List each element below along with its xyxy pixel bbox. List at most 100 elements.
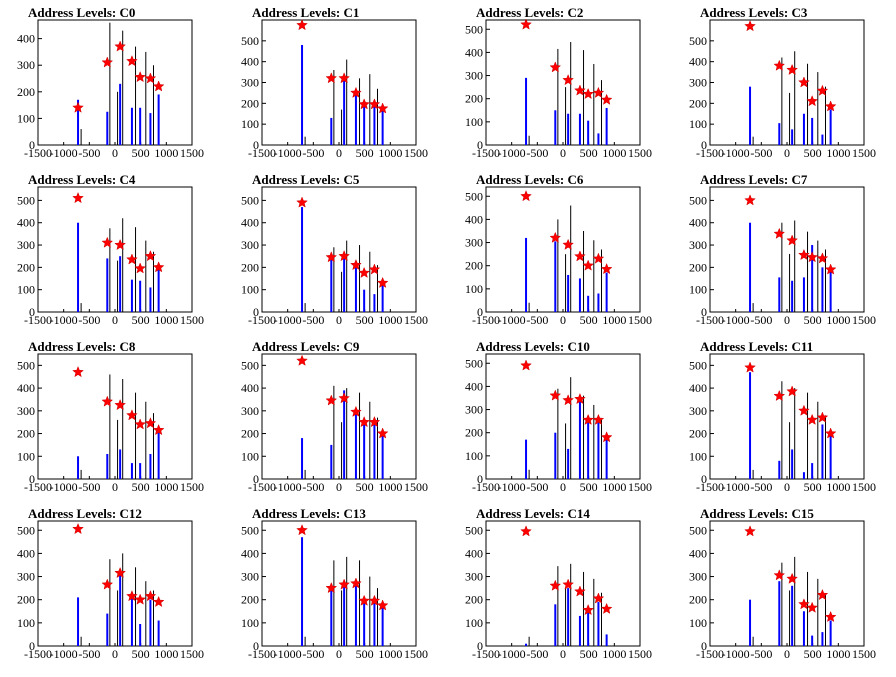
star-marker xyxy=(592,86,605,98)
star-marker xyxy=(376,276,389,288)
x-tick-label: 0 xyxy=(784,647,790,661)
blue-bar xyxy=(525,643,528,646)
y-tick-label: 0 xyxy=(701,639,707,653)
blue-bar xyxy=(605,107,608,145)
y-tick-label: 0 xyxy=(29,138,35,152)
x-tick-label: -1500 xyxy=(24,480,52,494)
x-tick-label: 0 xyxy=(560,647,566,661)
star-marker xyxy=(358,266,371,278)
star-marker xyxy=(134,262,147,274)
y-tick-label: 0 xyxy=(29,472,35,486)
blue-bar xyxy=(578,400,581,479)
star-marker xyxy=(72,366,84,378)
blue-bar xyxy=(567,588,570,646)
x-tick-label: -1500 xyxy=(696,313,724,327)
panel-2: Address Levels: C20100200300400500-1500-… xyxy=(465,5,652,160)
star-marker xyxy=(144,417,157,429)
blue-bar xyxy=(130,463,133,479)
x-tick-label: -1500 xyxy=(472,647,500,661)
plot-frame xyxy=(261,19,417,146)
star-marker xyxy=(824,100,837,112)
star-marker xyxy=(350,577,362,589)
y-tick-label: 400 xyxy=(17,32,35,46)
y-tick-label: 100 xyxy=(241,117,259,131)
y-tick-label: 300 xyxy=(241,238,259,252)
panel-11: Address Levels: C11 0 100 200 300 400 500 -1500… xyxy=(689,339,876,494)
panel-title: Address Levels: C13 xyxy=(252,506,366,521)
blue-bar xyxy=(802,611,805,646)
blue-bar xyxy=(578,278,581,312)
blue-bar xyxy=(821,424,824,479)
x-tick-label: 1000 xyxy=(602,647,626,661)
x-tick-label: -1000 xyxy=(498,146,526,160)
blue-bar xyxy=(77,99,80,145)
x-tick-label: -1500 xyxy=(24,647,52,661)
blue-bar xyxy=(106,111,109,145)
y-tick-label: 0 xyxy=(477,138,483,152)
plot-frame xyxy=(37,520,193,647)
blue-bar xyxy=(791,449,794,479)
blue-bar xyxy=(554,604,557,646)
blue-bar xyxy=(373,424,376,479)
panel-title: Address Levels: C2 xyxy=(476,5,583,20)
x-tick-label: 0 xyxy=(560,146,566,160)
blue-bar xyxy=(130,597,133,646)
y-tick-label: 500 xyxy=(689,523,707,537)
star-marker xyxy=(798,248,810,261)
panel-title: Address Levels: C15 xyxy=(700,506,814,521)
star-marker xyxy=(549,389,562,401)
plot-frame xyxy=(485,353,641,480)
blue-bar xyxy=(354,92,357,145)
x-tick-label: -1000 xyxy=(274,313,302,327)
star-marker xyxy=(325,394,338,406)
y-tick-label: 0 xyxy=(477,305,483,319)
blue-bar xyxy=(821,267,824,312)
y-tick-label: 500 xyxy=(241,358,259,372)
x-tick-label: -1500 xyxy=(696,647,724,661)
blue-bar xyxy=(106,258,109,312)
blue-bar xyxy=(811,245,814,312)
blue-bar xyxy=(587,421,590,479)
star-marker xyxy=(72,191,84,204)
star-marker xyxy=(350,258,362,271)
star-marker xyxy=(744,361,756,373)
star-marker xyxy=(816,84,829,96)
blue-bar xyxy=(157,431,160,479)
star-marker xyxy=(744,20,756,32)
star-marker xyxy=(773,59,786,71)
star-marker xyxy=(368,594,381,606)
blue-bar xyxy=(597,293,600,312)
y-tick-label: 300 xyxy=(241,570,259,584)
y-tick-label: 0 xyxy=(253,305,259,319)
y-tick-label: 400 xyxy=(241,381,259,395)
x-tick-label: -500 xyxy=(302,146,324,160)
x-tick-label: 1500 xyxy=(628,313,652,327)
x-tick-label: 500 xyxy=(356,313,374,327)
y-tick-label: 300 xyxy=(465,69,483,83)
x-tick-label: 500 xyxy=(132,146,150,160)
y-tick-label: 0 xyxy=(477,472,483,486)
panel-1: Address Levels: C10100200300400500-1500-… xyxy=(241,5,428,160)
x-tick-label: -1000 xyxy=(50,647,78,661)
x-tick-label: 0 xyxy=(560,313,566,327)
blue-bar xyxy=(354,265,357,312)
x-tick-label: 0 xyxy=(336,313,342,327)
blue-bar xyxy=(829,269,832,312)
x-tick-label: 500 xyxy=(580,480,598,494)
plot-frame xyxy=(485,520,641,647)
y-tick-label: 500 xyxy=(689,34,707,48)
x-tick-label: 0 xyxy=(560,480,566,494)
star-marker xyxy=(152,423,165,436)
star-marker xyxy=(152,261,165,273)
x-tick-label: -500 xyxy=(750,313,772,327)
y-tick-label: 100 xyxy=(17,111,35,125)
x-tick-label: 1500 xyxy=(628,146,652,160)
x-tick-label: -1000 xyxy=(722,146,750,160)
panel-title: Address Levels: C3 xyxy=(700,5,808,20)
star-marker xyxy=(358,594,371,606)
blue-bar xyxy=(791,129,794,145)
y-tick-label: 0 xyxy=(253,472,259,486)
panel-title: Address Levels: C4 xyxy=(28,172,136,187)
y-tick-label: 400 xyxy=(17,216,35,230)
star-marker xyxy=(296,354,308,366)
